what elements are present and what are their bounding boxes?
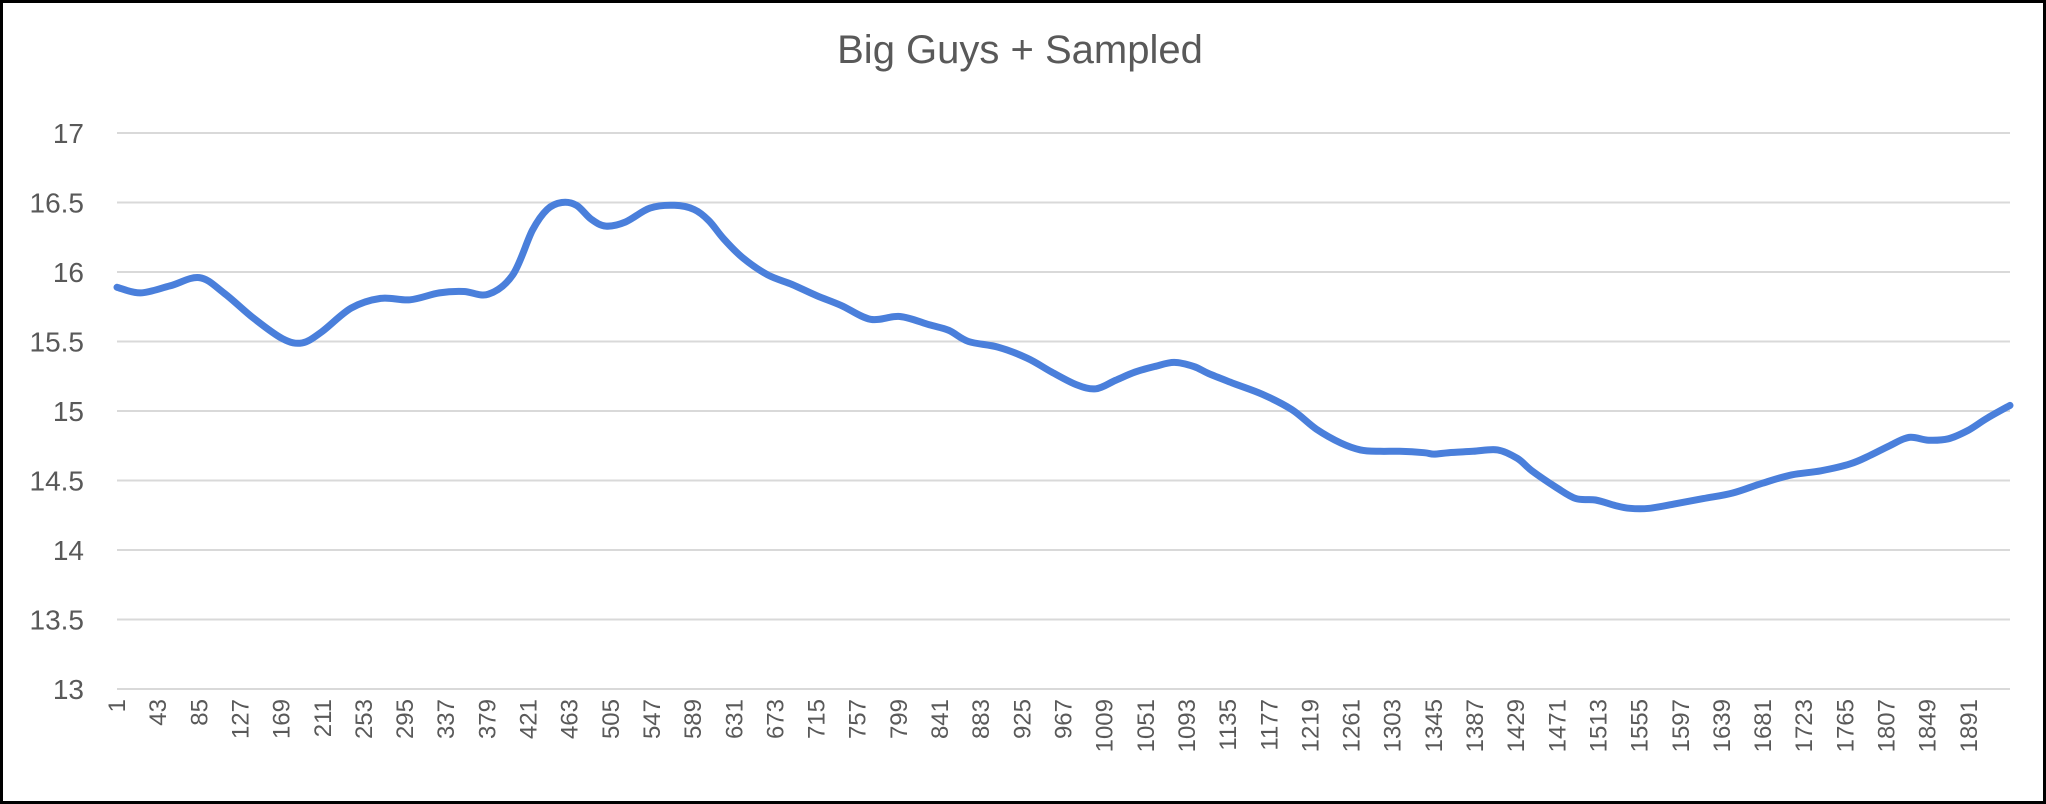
x-tick-label: 1303 <box>1380 699 1407 752</box>
x-tick-label: 1135 <box>1215 699 1242 751</box>
x-tick-label: 799 <box>886 699 913 739</box>
series-line <box>113 198 2014 513</box>
x-tick-label: 673 <box>762 699 789 739</box>
x-tick-label: 85 <box>186 699 213 726</box>
y-tick-label: 14.5 <box>30 466 85 497</box>
x-tick-label: 1471 <box>1544 699 1571 752</box>
x-tick-label: 505 <box>598 699 625 739</box>
x-tick-label: 253 <box>351 699 378 739</box>
x-tick-label: 1345 <box>1421 699 1448 752</box>
x-tick-label: 967 <box>1051 699 1078 739</box>
x-tick-label: 1849 <box>1915 699 1942 752</box>
x-tick-label: 1177 <box>1256 699 1283 751</box>
y-tick-label: 13 <box>53 674 84 705</box>
x-tick-label: 1093 <box>1174 699 1201 752</box>
x-tick-label: 1261 <box>1339 699 1366 752</box>
x-tick-label: 1765 <box>1832 699 1859 752</box>
x-tick-label: 421 <box>516 699 543 739</box>
x-tick-label: 715 <box>804 699 831 739</box>
x-tick-label: 1009 <box>1092 699 1119 752</box>
x-tick-label: 295 <box>392 699 419 739</box>
x-tick-label: 211 <box>310 699 337 737</box>
x-tick-label: 1387 <box>1462 699 1489 752</box>
x-tick-label: 43 <box>145 699 172 726</box>
x-tick-label: 1429 <box>1503 699 1530 752</box>
x-tick-label: 1219 <box>1297 699 1324 752</box>
y-tick-label: 16.5 <box>30 188 85 219</box>
x-tick-label: 589 <box>680 699 707 739</box>
x-tick-label: 1 <box>104 699 131 712</box>
x-tick-label: 631 <box>721 699 748 739</box>
x-tick-label: 1639 <box>1709 699 1736 752</box>
x-tick-label: 1513 <box>1585 699 1612 752</box>
x-tick-label: 1555 <box>1627 699 1654 752</box>
x-tick-label: 337 <box>433 699 460 739</box>
x-tick-label: 547 <box>639 699 666 739</box>
x-tick-label: 379 <box>474 699 501 739</box>
y-tick-label: 14 <box>53 535 84 566</box>
x-tick-label: 841 <box>927 699 954 739</box>
chart-title: Big Guys + Sampled <box>837 28 1203 72</box>
x-tick-label: 169 <box>269 699 296 739</box>
x-tick-label: 1723 <box>1791 699 1818 752</box>
y-tick-label: 15 <box>53 396 84 427</box>
x-tick-label: 127 <box>227 699 254 739</box>
x-tick-label: 1597 <box>1668 699 1695 752</box>
x-tick-label: 883 <box>968 699 995 739</box>
x-tick-label: 925 <box>1009 699 1036 739</box>
x-tick-label: 463 <box>557 699 584 739</box>
x-tick-label: 1681 <box>1750 699 1777 752</box>
x-tick-label: 1891 <box>1956 699 1983 752</box>
x-tick-label: 1807 <box>1874 699 1901 752</box>
x-tick-label: 757 <box>845 699 872 739</box>
y-tick-label: 16 <box>53 257 84 288</box>
y-tick-label: 13.5 <box>30 605 85 636</box>
y-tick-label: 15.5 <box>30 327 85 358</box>
y-tick-label: 17 <box>53 118 84 149</box>
x-tick-label: 1051 <box>1133 699 1160 752</box>
